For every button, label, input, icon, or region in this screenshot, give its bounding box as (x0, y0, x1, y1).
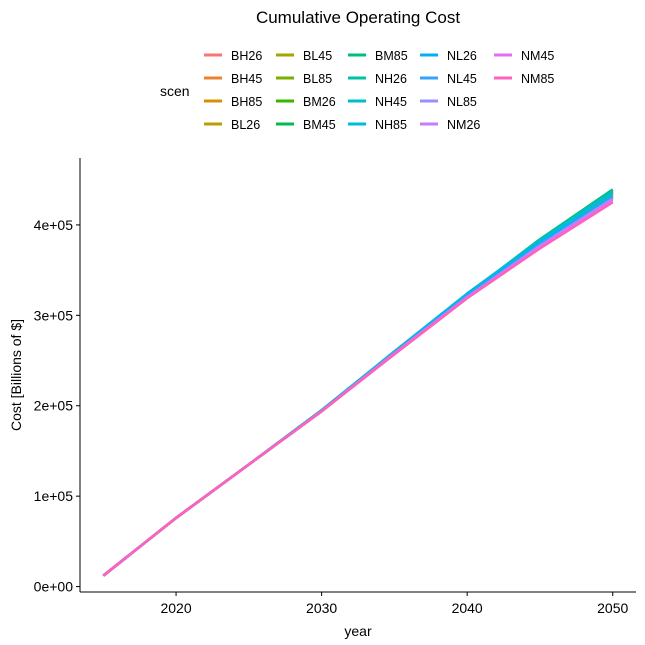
y-tick-label: 4e+05 (34, 217, 74, 233)
legend-label-nm85: NM85 (521, 72, 554, 86)
x-tick-label: 2020 (160, 600, 191, 616)
plot-area: 2020 2030 2040 2050 0e+00 1e+05 2e+05 3e+05 4e+… (34, 158, 636, 616)
x-tick-label: 2050 (597, 600, 628, 616)
legend-label-bh26: BH26 (231, 49, 262, 63)
legend-label-nl26: NL26 (447, 49, 477, 63)
legend-label-nm26: NM26 (447, 118, 480, 132)
x-axis-title: year (344, 623, 372, 639)
y-tick-label: 0e+00 (34, 579, 74, 595)
legend-label-bm85: BM85 (375, 49, 408, 63)
x-tick-label: 2040 (452, 600, 483, 616)
legend-label-nm45: NM45 (521, 49, 554, 63)
legend-label-bl85: BL85 (303, 72, 332, 86)
legend-label-nl85: NL85 (447, 95, 477, 109)
series-line-nm45 (102, 200, 614, 577)
legend: scen BH26 BH45 BH85 BL26 BL45 BL85 BM26 BM45 BM8… (160, 49, 554, 132)
y-tick-label: 1e+05 (34, 488, 74, 504)
legend-label-bh45: BH45 (231, 72, 262, 86)
x-tick-label: 2030 (306, 600, 337, 616)
y-tick-label: 2e+05 (34, 398, 74, 414)
y-axis-ticks: 0e+00 1e+05 2e+05 3e+05 4e+05 (34, 217, 80, 595)
series-line-bh26 (102, 194, 614, 577)
series-line-nm85 (102, 201, 614, 577)
legend-label-nh26: NH26 (375, 72, 407, 86)
legend-label-bm45: BM45 (303, 118, 336, 132)
y-tick-label: 3e+05 (34, 307, 74, 323)
legend-label-nh85: NH85 (375, 118, 407, 132)
legend-title: scen (160, 83, 190, 99)
legend-label-bl26: BL26 (231, 118, 260, 132)
legend-label-bl45: BL45 (303, 49, 332, 63)
chart-title: Cumulative Operating Cost (256, 8, 460, 27)
y-axis-title: Cost [Billions of $] (8, 319, 24, 431)
legend-label-nl45: NL45 (447, 72, 477, 86)
series-line-nm26 (102, 198, 614, 577)
series-line-nl45 (102, 196, 614, 577)
series-layer (102, 188, 614, 577)
x-axis-ticks: 2020 2030 2040 2050 (160, 592, 628, 616)
legend-label-nh45: NH45 (375, 95, 407, 109)
legend-label-bh85: BH85 (231, 95, 262, 109)
series-line-nl85 (102, 197, 614, 577)
series-line-nl26 (102, 195, 614, 577)
legend-label-bm26: BM26 (303, 95, 336, 109)
